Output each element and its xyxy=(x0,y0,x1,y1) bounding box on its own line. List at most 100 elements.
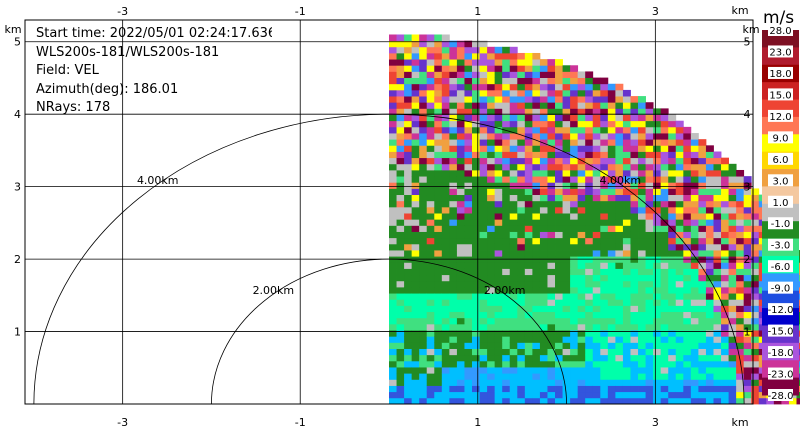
velocity-cell xyxy=(577,311,586,319)
velocity-cell xyxy=(577,213,586,220)
velocity-cell xyxy=(728,360,737,368)
velocity-cell xyxy=(660,336,669,343)
velocity-cell xyxy=(517,206,526,214)
velocity-cell xyxy=(736,188,745,196)
velocity-cell xyxy=(426,336,435,343)
velocity-cell xyxy=(434,213,443,220)
velocity-cell xyxy=(592,96,601,103)
velocity-cell xyxy=(524,151,533,159)
velocity-cell xyxy=(622,397,631,405)
velocity-cell xyxy=(615,354,624,362)
velocity-cell xyxy=(570,225,579,232)
velocity-cell xyxy=(441,342,450,349)
velocity-cell xyxy=(502,139,511,146)
velocity-cell xyxy=(713,336,722,343)
velocity-cell xyxy=(547,120,556,128)
velocity-cell xyxy=(404,250,413,257)
velocity-cell xyxy=(638,139,646,146)
velocity-cell xyxy=(638,182,646,189)
velocity-cell xyxy=(751,231,760,239)
velocity-cell xyxy=(389,391,397,399)
velocity-cell xyxy=(456,200,465,208)
velocity-cell xyxy=(683,194,692,202)
velocity-cell xyxy=(456,342,465,349)
velocity-cell xyxy=(434,102,443,109)
velocity-cell xyxy=(389,145,397,152)
velocity-cell xyxy=(517,286,526,294)
velocity-cell xyxy=(585,96,594,103)
velocity-cell xyxy=(411,139,420,146)
velocity-cell xyxy=(690,299,699,306)
velocity-cell xyxy=(479,354,488,362)
velocity-cell xyxy=(494,348,503,356)
velocity-cell xyxy=(411,243,420,251)
velocity-cell xyxy=(683,317,692,325)
velocity-cell xyxy=(615,379,624,386)
velocity-cell xyxy=(607,373,616,380)
velocity-cell xyxy=(517,268,526,276)
velocity-cell xyxy=(389,114,397,122)
velocity-cell xyxy=(683,342,692,349)
velocity-cell xyxy=(539,102,548,109)
velocity-cell xyxy=(690,323,699,331)
velocity-cell xyxy=(698,348,707,356)
velocity-cell xyxy=(517,176,526,183)
velocity-cell xyxy=(404,280,413,288)
velocity-cell xyxy=(668,391,677,399)
velocity-cell xyxy=(539,89,548,97)
velocity-cell xyxy=(434,305,443,313)
velocity-cell xyxy=(532,311,541,319)
velocity-cell xyxy=(479,311,488,319)
velocity-cell xyxy=(645,114,654,122)
velocity-cell xyxy=(411,96,420,103)
velocity-cell xyxy=(419,182,428,189)
velocity-cell xyxy=(743,373,752,380)
velocity-cell xyxy=(472,176,480,183)
velocity-cell xyxy=(592,188,601,196)
velocity-cell xyxy=(630,120,639,128)
velocity-cell xyxy=(622,280,631,288)
velocity-cell xyxy=(479,391,488,399)
velocity-cell xyxy=(502,311,511,319)
velocity-cell xyxy=(690,219,699,226)
velocity-cell xyxy=(517,348,526,356)
velocity-cell xyxy=(411,286,420,294)
velocity-cell xyxy=(585,367,594,374)
velocity-cell xyxy=(411,305,420,313)
velocity-cell xyxy=(464,139,473,146)
velocity-cell xyxy=(441,268,450,276)
velocity-cell xyxy=(600,200,609,208)
velocity-cell xyxy=(396,126,405,134)
velocity-cell xyxy=(411,89,420,97)
velocity-cell xyxy=(434,237,443,245)
velocity-cell xyxy=(668,151,677,159)
velocity-cell xyxy=(660,169,669,177)
velocity-cell xyxy=(426,176,435,183)
velocity-cell xyxy=(698,367,707,374)
velocity-cell xyxy=(653,360,662,368)
velocity-cell xyxy=(562,157,571,165)
velocity-cell xyxy=(653,114,662,122)
velocity-cell xyxy=(502,323,511,331)
velocity-cell xyxy=(434,200,443,208)
velocity-cell xyxy=(630,360,639,368)
velocity-cell xyxy=(404,311,413,319)
velocity-cell xyxy=(494,274,503,282)
velocity-cell xyxy=(615,120,624,128)
velocity-cell xyxy=(494,237,503,245)
velocity-cell xyxy=(660,280,669,288)
velocity-cell xyxy=(660,367,669,374)
velocity-cell xyxy=(479,83,488,91)
velocity-cell xyxy=(539,213,548,220)
velocity-cell xyxy=(622,391,631,399)
velocity-cell xyxy=(464,71,473,78)
velocity-cell xyxy=(721,311,729,319)
velocity-cell xyxy=(728,169,737,177)
velocity-cell xyxy=(592,360,601,368)
velocity-cell xyxy=(570,379,579,386)
velocity-cell xyxy=(532,71,541,78)
velocity-cell xyxy=(464,213,473,220)
velocity-cell xyxy=(638,108,646,115)
velocity-cell xyxy=(607,151,616,159)
velocity-cell xyxy=(675,391,684,399)
